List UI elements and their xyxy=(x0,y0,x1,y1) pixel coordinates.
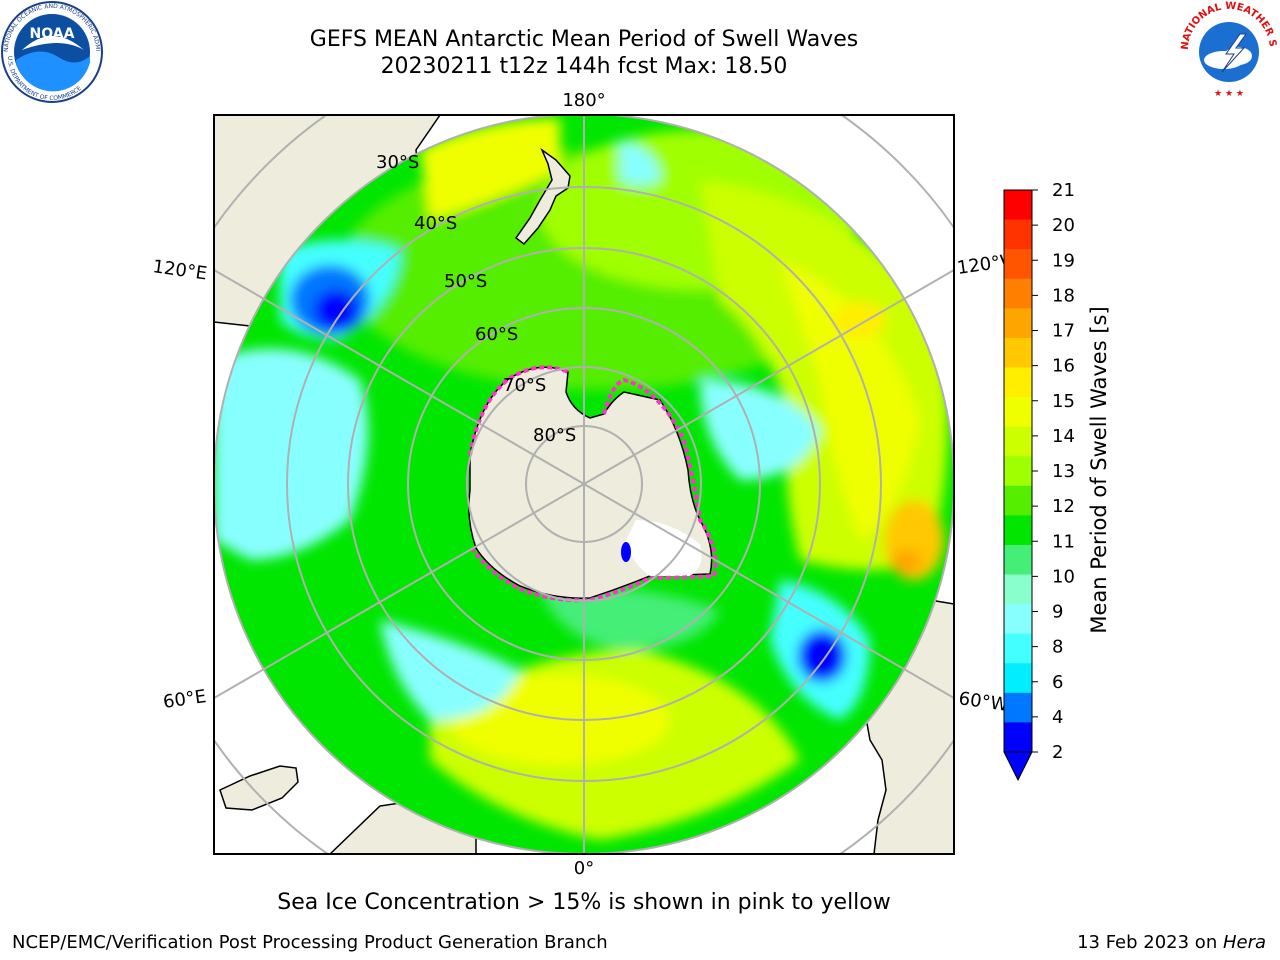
lon-label-180: 180° xyxy=(562,90,605,111)
footer-credit: NCEP/EMC/Verification Post Processing Pr… xyxy=(12,932,608,953)
colorbar-tick-label: 9 xyxy=(1052,602,1063,623)
lat-label-50s: 50°S xyxy=(444,271,487,292)
colorbar-segment xyxy=(1004,604,1032,635)
footer-date: 13 Feb 2023 on Hera xyxy=(1077,932,1266,953)
colorbar-label: Mean Period of Swell Waves [s] xyxy=(1087,306,1111,633)
lon-label-0: 0° xyxy=(574,858,594,879)
colorbar-segment xyxy=(1004,515,1032,546)
sea-ice-note: Sea Ice Concentration > 15% is shown in … xyxy=(277,890,891,915)
colorbar-tick-label: 13 xyxy=(1052,461,1075,482)
colorbar-tick-label: 20 xyxy=(1052,215,1075,236)
lon-label-60e: 60°E xyxy=(162,686,208,713)
madagascar-land xyxy=(219,765,299,811)
colorbar-tick-label: 2 xyxy=(1052,742,1063,763)
lat-label-30s: 30°S xyxy=(376,152,419,173)
colorbar-tick-label: 4 xyxy=(1052,707,1063,728)
colorbar-segment xyxy=(1004,308,1032,339)
colorbar-segment xyxy=(1004,456,1032,487)
svg-text:★ ★ ★: ★ ★ ★ xyxy=(1214,89,1244,99)
colorbar-tick-label: 11 xyxy=(1052,531,1075,552)
colorbar-extend-arrow xyxy=(1003,751,1033,782)
svg-text:NOAA: NOAA xyxy=(30,26,75,42)
new-zealand-land xyxy=(514,147,571,246)
colorbar-segment xyxy=(1004,663,1032,694)
colorbar-segment xyxy=(1004,278,1032,309)
lon-label-120e: 120°E xyxy=(151,256,208,284)
colorbar-tick-label: 12 xyxy=(1052,496,1075,517)
colorbar-segment xyxy=(1004,692,1032,723)
graticule xyxy=(214,115,954,854)
colorbar-segment xyxy=(1004,337,1032,368)
nws-logo: NATIONAL WEATHER SERVICE ★ ★ ★ xyxy=(1178,0,1278,99)
map-frame xyxy=(213,114,955,855)
colorbar-tick-label: 18 xyxy=(1052,285,1075,306)
colorbar-segment xyxy=(1004,485,1032,516)
lat-label-70s: 70°S xyxy=(503,375,546,396)
colorbar-segment xyxy=(1004,190,1032,221)
chart-title: GEFS MEAN Antarctic Mean Period of Swell… xyxy=(309,27,859,52)
colorbar-tick-label: 6 xyxy=(1052,672,1063,693)
colorbar-tick-label: 15 xyxy=(1052,391,1075,412)
colorbar: 21 20 19 18 17 16 15 14 13 12 11 10 9 8 6 4 2 xyxy=(1003,180,1075,782)
colorbar-tick-label: 21 xyxy=(1052,180,1075,201)
sea-ice-edge xyxy=(468,365,718,603)
lat-label-60s: 60°S xyxy=(475,324,518,345)
colorbar-tick-label: 10 xyxy=(1052,566,1075,587)
colorbar-segment xyxy=(1004,397,1032,428)
lat-label-40s: 40°S xyxy=(414,213,457,234)
colorbar-tick-label: 14 xyxy=(1052,426,1075,447)
colorbar-segment xyxy=(1004,367,1032,398)
colorbar-segment xyxy=(1004,574,1032,605)
colorbar-segment xyxy=(1004,426,1032,457)
chart-subtitle: 20230211 t12z 144h fcst Max: 18.50 xyxy=(380,54,788,79)
colorbar-tick-label: 19 xyxy=(1052,250,1075,271)
lat-label-80s: 80°S xyxy=(533,425,576,446)
lon-label-60w: 60°W xyxy=(957,688,1009,716)
colorbar-tick-label: 17 xyxy=(1052,321,1075,342)
colorbar-segment xyxy=(1004,633,1032,664)
colorbar-segment xyxy=(1004,722,1032,753)
colorbar-segment xyxy=(1004,219,1032,250)
footer-machine: Hera xyxy=(1222,932,1266,953)
footer-date-text: 13 Feb 2023 on xyxy=(1077,932,1223,953)
colorbar-segment xyxy=(1004,249,1032,280)
colorbar-tick-label: 16 xyxy=(1052,356,1075,377)
noaa-logo: NATIONAL OCEANIC AND ATMOSPHERIC ADMINIS… xyxy=(0,0,103,103)
colorbar-tick-label: 8 xyxy=(1052,637,1063,658)
colorbar-segment xyxy=(1004,544,1032,576)
